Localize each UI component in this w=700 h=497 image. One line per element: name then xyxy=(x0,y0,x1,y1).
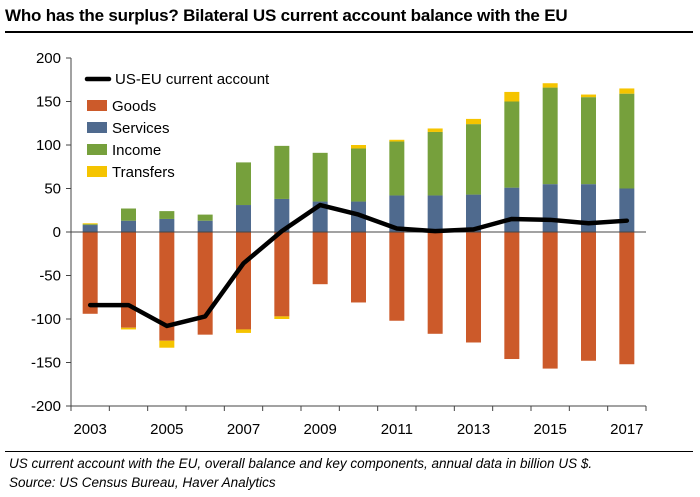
bar-services-2016 xyxy=(581,184,596,232)
x-tick-label: 2003 xyxy=(73,421,106,438)
y-tick-label: 50 xyxy=(44,181,61,198)
bar-transfers-2014 xyxy=(504,91,520,102)
x-tick-label: 2005 xyxy=(150,421,183,438)
x-tick-label: 2013 xyxy=(457,421,490,438)
bar-goods-2004 xyxy=(121,232,136,328)
bar-transfers-2010 xyxy=(351,145,366,149)
chart: 200 150 100 50 0 -50 -100 -150 -200 2003 2005 2007 2… xyxy=(31,50,647,438)
bar-income-2014 xyxy=(504,101,520,188)
legend-label-us-eu-current-account: US-EU current account xyxy=(115,71,270,88)
bar-transfers-2003 xyxy=(82,223,98,225)
bar-goods-2017 xyxy=(619,232,635,365)
legend-swatch-income xyxy=(87,144,107,155)
y-tick-label: 100 xyxy=(36,137,61,154)
bar-goods-2011 xyxy=(389,232,405,321)
bar-income-2009 xyxy=(312,152,328,202)
bar-income-2015 xyxy=(542,87,558,185)
bar-services-2015 xyxy=(542,184,558,232)
bar-transfers-2011 xyxy=(389,139,405,142)
bar-services-2004 xyxy=(121,220,136,232)
bar-income-2017 xyxy=(619,93,635,189)
legend-label-services: Services xyxy=(112,120,170,137)
bar-services-2014 xyxy=(504,187,520,232)
bar-income-2008 xyxy=(274,145,290,199)
axes-layer: 200 150 100 50 0 -50 -100 -150 -200 2003 2005 2007 2… xyxy=(31,50,647,438)
bar-income-2004 xyxy=(121,208,136,221)
bar-goods-2005 xyxy=(159,232,175,341)
legend-swatch-transfers xyxy=(87,166,107,177)
bar-income-2012 xyxy=(427,131,443,196)
chart-title: Who has the surplus? Bilateral US curren… xyxy=(5,6,568,25)
x-tick-label: 2009 xyxy=(303,421,336,438)
bar-services-2006 xyxy=(197,220,213,232)
bar-transfers-2016 xyxy=(581,94,596,98)
bar-income-2007 xyxy=(236,162,251,206)
bar-goods-2009 xyxy=(312,232,328,285)
legend-swatch-goods xyxy=(87,100,107,111)
bar-services-2011 xyxy=(389,195,405,232)
bar-goods-2016 xyxy=(581,232,596,361)
legend-label-income: Income xyxy=(112,142,161,159)
y-tick-label: -150 xyxy=(31,355,61,372)
legend: US-EU current account Goods Services Income… xyxy=(84,71,270,181)
legend-label-goods: Goods xyxy=(112,98,156,115)
bar-services-2013 xyxy=(466,194,481,232)
x-tick-label: 2007 xyxy=(227,421,260,438)
bar-transfers-2007 xyxy=(236,329,251,333)
bar-transfers-2013 xyxy=(466,118,481,125)
legend-label-transfers: Transfers xyxy=(112,164,175,181)
bar-goods-2013 xyxy=(466,232,481,343)
bar-transfers-2008 xyxy=(274,316,290,319)
bar-goods-2008 xyxy=(274,232,290,317)
chart-source: Source: US Census Bureau, Haver Analytic… xyxy=(9,475,276,490)
bar-income-2010 xyxy=(351,148,366,202)
bar-goods-2012 xyxy=(427,232,443,334)
y-tick-label: -200 xyxy=(31,398,61,415)
bar-transfers-2012 xyxy=(427,128,443,132)
bar-income-2013 xyxy=(466,124,481,195)
bar-income-2006 xyxy=(197,214,213,221)
bar-services-2003 xyxy=(82,225,98,232)
bar-services-2007 xyxy=(236,205,251,232)
bar-goods-2014 xyxy=(504,232,520,360)
bar-services-2012 xyxy=(427,195,443,232)
legend-swatch-services xyxy=(87,122,107,133)
bar-income-2011 xyxy=(389,141,405,196)
bar-income-2005 xyxy=(159,211,175,219)
x-tick-label: 2011 xyxy=(381,421,413,438)
y-tick-label: 200 xyxy=(36,50,61,67)
bar-transfers-2004 xyxy=(121,327,136,330)
bar-transfers-2005 xyxy=(159,340,175,348)
line-layer xyxy=(87,202,630,329)
bar-transfers-2015 xyxy=(542,83,558,88)
x-tick-label: 2017 xyxy=(610,421,643,438)
chart-note: US current account with the EU, overall … xyxy=(9,456,593,471)
bar-goods-2003 xyxy=(82,232,98,314)
title-divider xyxy=(5,31,693,33)
bar-income-2003 xyxy=(82,224,98,226)
y-tick-label: -100 xyxy=(31,311,61,328)
bar-income-2016 xyxy=(581,97,596,185)
bar-services-2005 xyxy=(159,218,175,232)
y-tick-label: 0 xyxy=(53,224,61,241)
bar-goods-2007 xyxy=(236,232,251,330)
y-tick-label: -50 xyxy=(39,268,61,285)
bar-services-2008 xyxy=(274,198,290,232)
y-tick-label: 150 xyxy=(36,94,61,111)
bar-transfers-2017 xyxy=(619,88,635,94)
x-tick-label: 2015 xyxy=(533,421,566,438)
bar-goods-2015 xyxy=(542,232,558,369)
footer-divider xyxy=(5,451,693,452)
bar-services-2017 xyxy=(619,188,635,232)
bar-goods-2010 xyxy=(351,232,366,303)
